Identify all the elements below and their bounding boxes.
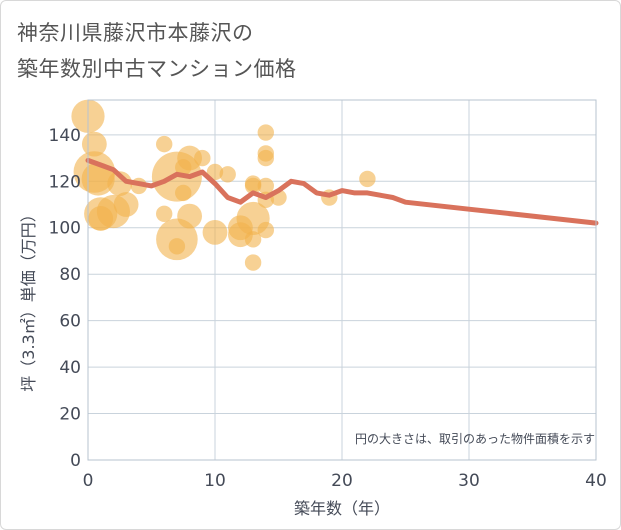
bubble-point [244,231,262,248]
size-note: 円の大きさは、取引のあった物件面積を示す [355,431,595,446]
x-tick-label: 40 [585,471,607,491]
y-tick-label: 140 [49,126,81,146]
grid [87,100,597,461]
bubble-point [177,203,203,229]
y-tick-label: 100 [49,219,81,239]
y-axis-ticks: 0 20 40 60 80 100 120 140 [49,126,81,471]
bubble-point [244,254,262,271]
y-tick-label: 60 [59,312,81,332]
y-tick-label: 120 [49,172,81,192]
x-tick-label: 0 [83,471,94,491]
y-tick-label: 40 [59,358,81,378]
bubble-series [71,99,376,271]
y-tick-label: 80 [59,265,81,285]
chart-title-line-1: 神奈川県藤沢市本藤沢の [17,21,254,45]
bubble-point [113,192,139,217]
bubble-point [194,149,211,167]
bubble-point [219,166,236,183]
chart-title-line-2: 築年数別中古マンション価格 [17,57,297,81]
bubble-point [206,163,224,181]
bubble-point [156,135,173,153]
bubble-point [156,205,173,223]
bubble-point [257,221,274,239]
x-tick-label: 10 [204,471,226,491]
bubble-point [257,177,274,195]
bubble-point [81,131,107,157]
bubble-point [202,219,228,245]
bubble-point [175,184,192,202]
plot-border [87,99,597,461]
bubble-point [88,206,114,231]
y-tick-label: 0 [70,451,81,471]
x-tick-label: 20 [331,471,353,491]
x-axis-ticks: 0 10 20 30 40 [83,471,607,491]
bubble-point [257,149,274,167]
bubble-point [175,159,192,176]
bubble-point [244,177,262,195]
bubble-point [168,238,186,255]
bubble-point [81,162,115,196]
trend-line [85,157,599,226]
bubble-point [257,124,274,141]
bubble-point [359,170,376,188]
bubble-point [107,171,133,197]
y-tick-label: 20 [59,405,81,425]
y-axis-label: 坪（3.3㎡）単価（万円） [19,206,38,391]
x-axis-label: 築年数（年） [294,499,390,518]
x-tick-label: 30 [458,471,480,491]
